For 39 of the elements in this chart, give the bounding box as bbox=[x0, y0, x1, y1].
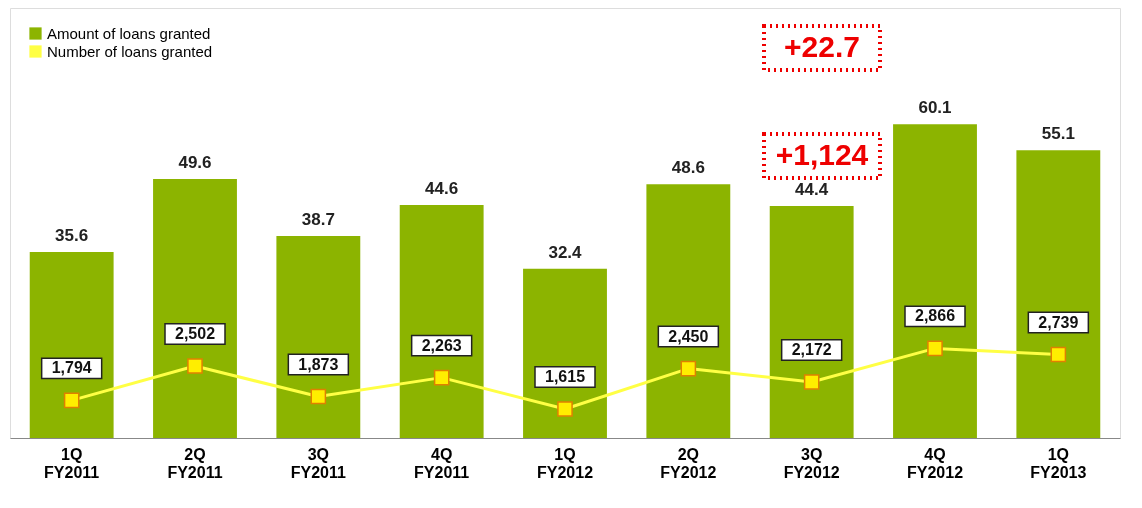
x-tick-label: 3Q FY2011 bbox=[290, 445, 347, 481]
data-label: 1,873 bbox=[298, 355, 339, 373]
annotation: +1,124 bbox=[775, 138, 869, 171]
bar bbox=[399, 205, 484, 438]
data-label: 2,739 bbox=[1038, 313, 1079, 331]
data-label: 1,794 bbox=[51, 359, 92, 377]
data-label: 48.6 bbox=[671, 158, 705, 178]
data-label: 49.6 bbox=[178, 152, 212, 172]
bar bbox=[29, 252, 114, 438]
bar bbox=[153, 178, 237, 438]
bar bbox=[1016, 150, 1101, 438]
x-tick-label: 2Q FY2011 bbox=[167, 445, 223, 481]
x-tick-label: 2Q FY2012 bbox=[660, 445, 717, 481]
x-tick-label: 4Q FY2012 bbox=[906, 445, 964, 481]
data-label: 2,450 bbox=[668, 327, 709, 345]
data-label: 2,866 bbox=[914, 307, 956, 325]
data-label: 2,502 bbox=[174, 325, 216, 343]
data-label: 35.6 bbox=[55, 226, 89, 246]
data-label: 44.4 bbox=[795, 180, 829, 200]
data-label: 32.4 bbox=[548, 242, 583, 262]
x-tick-label: 1Q FY2011 bbox=[44, 445, 100, 481]
legend-label: Amount of loans granted bbox=[47, 24, 211, 42]
bar bbox=[769, 206, 854, 438]
data-label: 44.6 bbox=[425, 179, 459, 199]
data-label: 2,263 bbox=[421, 336, 462, 354]
x-tick-label: 4Q FY2011 bbox=[414, 445, 470, 481]
x-tick-label: 3Q FY2012 bbox=[783, 445, 840, 481]
data-label: 55.1 bbox=[1041, 124, 1075, 144]
data-label: 2,172 bbox=[791, 341, 832, 359]
bar bbox=[276, 235, 361, 438]
data-label: 60.1 bbox=[918, 98, 952, 118]
x-tick-label: 1Q FY2013 bbox=[1030, 445, 1087, 481]
data-label: 1,615 bbox=[544, 368, 586, 386]
bar bbox=[646, 184, 731, 438]
x-tick-label: 1Q FY2012 bbox=[536, 445, 594, 481]
bar bbox=[893, 124, 977, 438]
legend-label: Number of loans granted bbox=[47, 42, 213, 60]
text: +22.7 bbox=[784, 30, 860, 63]
data-label: 38.7 bbox=[301, 209, 335, 229]
